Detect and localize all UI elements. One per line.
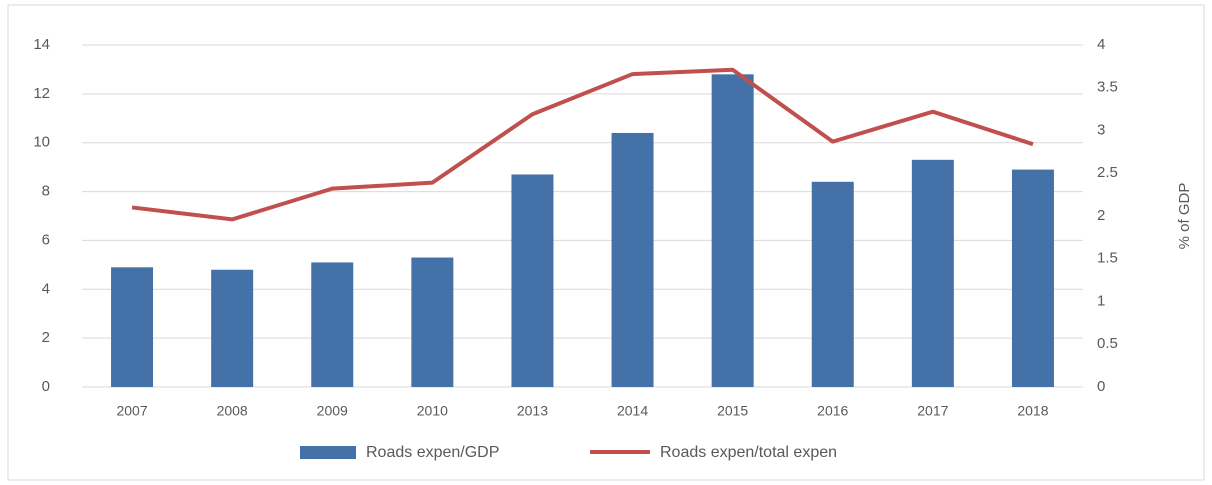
y2-tick-label: 3.5 (1097, 79, 1118, 96)
x-tick-label: 2007 (116, 403, 147, 419)
bar (511, 174, 554, 387)
line (131, 67, 1034, 222)
y-tick-label: 0 (42, 378, 50, 395)
bar (811, 181, 854, 387)
x-tick-label: 2010 (417, 403, 448, 419)
legend-swatch (300, 446, 356, 459)
y2-axis-label: % of GDP (1176, 183, 1193, 250)
y-tick-label: 12 (33, 85, 50, 102)
y2-tick-label: 1 (1097, 292, 1105, 309)
y2-tick-label: 3 (1097, 121, 1105, 138)
x-tick-label: 2014 (617, 403, 648, 419)
bar (211, 269, 254, 387)
x-tick-label: 2016 (817, 403, 848, 419)
y2-tick-label: 2 (1097, 207, 1105, 224)
y2-tick-label: 4 (1097, 36, 1105, 53)
bar (611, 132, 654, 387)
x-tick-label: 2015 (717, 403, 748, 419)
y2-tick-label: 0 (1097, 378, 1105, 395)
y-tick-label: 14 (33, 36, 50, 53)
y2-tick-label: 2.5 (1097, 164, 1118, 181)
legend-label: Roads expen/total expen (660, 444, 837, 461)
bar (1011, 169, 1054, 387)
y2-tick-label: 0.5 (1097, 335, 1118, 352)
y-tick-label: 4 (42, 280, 50, 297)
bar (111, 267, 154, 387)
y-tick-label: 8 (42, 183, 50, 200)
y-tick-label: 6 (42, 231, 50, 248)
x-tick-label: 2009 (317, 403, 348, 419)
bar (311, 262, 354, 387)
x-tick-label: 2008 (217, 403, 248, 419)
y2-tick-label: 1.5 (1097, 250, 1118, 267)
bar (911, 159, 954, 387)
x-tick-label: 2013 (517, 403, 548, 419)
x-tick-label: 2017 (917, 403, 948, 419)
x-tick-label: 2018 (1017, 403, 1048, 419)
legend-label: Roads expen/GDP (366, 444, 499, 461)
y-tick-label: 2 (42, 329, 50, 346)
bar (411, 257, 454, 387)
bar (711, 74, 754, 388)
y-tick-label: 10 (33, 134, 50, 151)
